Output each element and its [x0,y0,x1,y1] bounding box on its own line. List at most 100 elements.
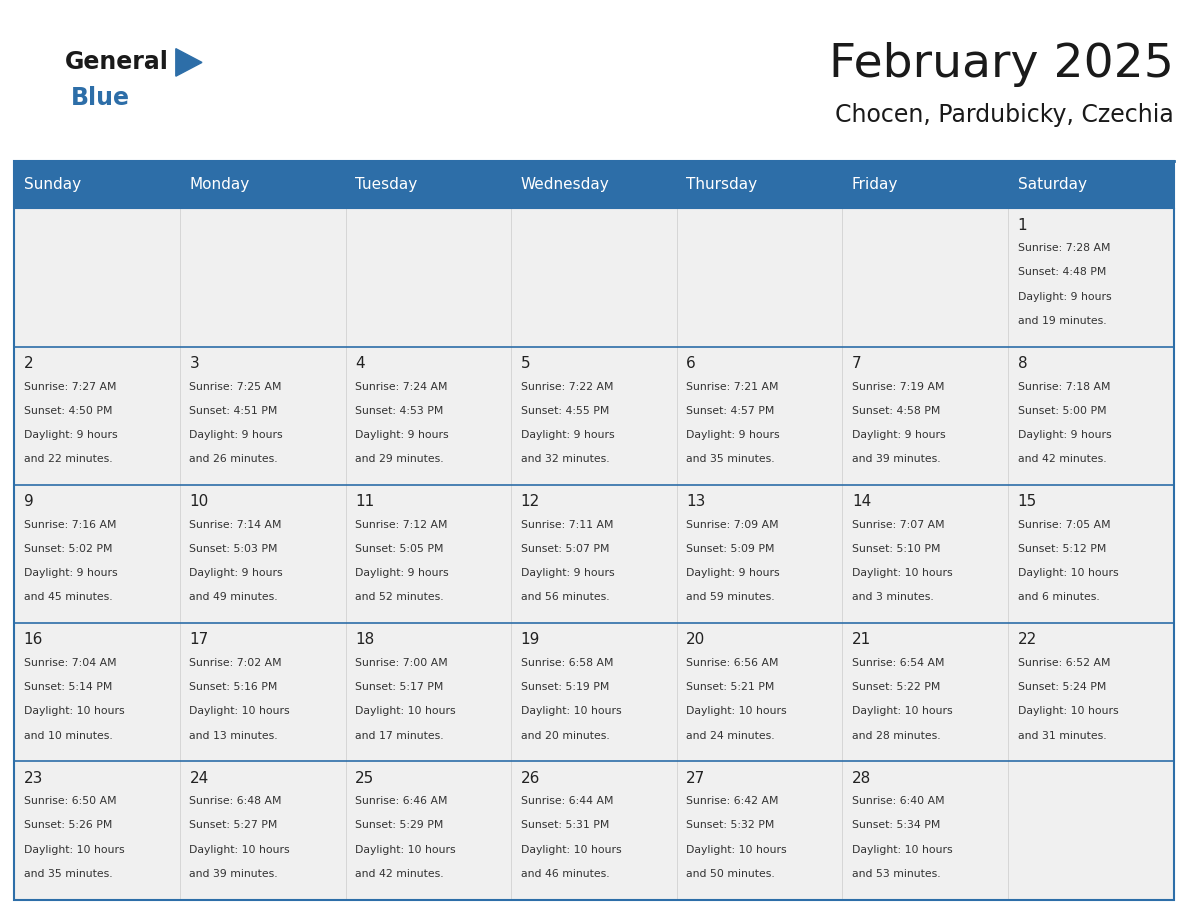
Text: and 59 minutes.: and 59 minutes. [687,592,775,602]
Text: Sunset: 5:05 PM: Sunset: 5:05 PM [355,544,443,554]
Bar [677,208,842,347]
Text: Sunrise: 7:19 AM: Sunrise: 7:19 AM [852,382,944,391]
Text: Sunrise: 7:27 AM: Sunrise: 7:27 AM [24,382,116,391]
Text: Sunrise: 6:48 AM: Sunrise: 6:48 AM [189,796,282,806]
Text: Daylight: 10 hours: Daylight: 10 hours [24,707,125,716]
Text: Sunrise: 6:56 AM: Sunrise: 6:56 AM [687,658,779,668]
Text: and 26 minutes.: and 26 minutes. [189,454,278,465]
Text: 24: 24 [189,770,209,786]
Text: Sunrise: 7:22 AM: Sunrise: 7:22 AM [520,382,613,391]
Text: 20: 20 [687,633,706,647]
Text: 16: 16 [24,633,43,647]
Bar [14,761,179,900]
Text: Daylight: 10 hours: Daylight: 10 hours [355,845,456,855]
Text: Sunset: 5:00 PM: Sunset: 5:00 PM [1018,406,1106,416]
Bar [1009,761,1174,900]
Text: Sunrise: 6:44 AM: Sunrise: 6:44 AM [520,796,613,806]
Text: Sunrise: 6:50 AM: Sunrise: 6:50 AM [24,796,116,806]
Text: Daylight: 9 hours: Daylight: 9 hours [520,430,614,440]
Text: Sunset: 5:29 PM: Sunset: 5:29 PM [355,821,443,831]
Text: and 3 minutes.: and 3 minutes. [852,592,934,602]
Text: Sunrise: 7:18 AM: Sunrise: 7:18 AM [1018,382,1110,391]
Text: 13: 13 [687,494,706,509]
Bar [511,623,677,761]
Text: Daylight: 9 hours: Daylight: 9 hours [520,568,614,578]
Text: 17: 17 [189,633,209,647]
Text: Sunset: 5:17 PM: Sunset: 5:17 PM [355,682,443,692]
Text: Daylight: 9 hours: Daylight: 9 hours [355,430,449,440]
Text: and 6 minutes.: and 6 minutes. [1018,592,1099,602]
Text: Sunset: 5:03 PM: Sunset: 5:03 PM [189,544,278,554]
Text: Sunset: 5:21 PM: Sunset: 5:21 PM [687,682,775,692]
Bar [346,208,511,347]
Text: 28: 28 [852,770,871,786]
Text: 21: 21 [852,633,871,647]
Text: and 31 minutes.: and 31 minutes. [1018,731,1106,741]
Text: 22: 22 [1018,633,1037,647]
Text: Sunset: 5:32 PM: Sunset: 5:32 PM [687,821,775,831]
Text: Sunrise: 7:00 AM: Sunrise: 7:00 AM [355,658,448,668]
Text: General: General [65,50,169,74]
Text: Sunrise: 7:09 AM: Sunrise: 7:09 AM [687,520,779,530]
Text: 10: 10 [189,494,209,509]
Text: Tuesday: Tuesday [355,177,417,192]
Text: and 42 minutes.: and 42 minutes. [1018,454,1106,465]
Bar [677,161,842,208]
Bar [14,623,179,761]
Text: Sunrise: 6:52 AM: Sunrise: 6:52 AM [1018,658,1110,668]
Text: Daylight: 10 hours: Daylight: 10 hours [1018,568,1118,578]
Text: 25: 25 [355,770,374,786]
Text: Sunset: 5:16 PM: Sunset: 5:16 PM [189,682,278,692]
Bar [1009,347,1174,485]
Text: 6: 6 [687,356,696,371]
Text: Daylight: 10 hours: Daylight: 10 hours [355,707,456,716]
Text: and 49 minutes.: and 49 minutes. [189,592,278,602]
Text: and 46 minutes.: and 46 minutes. [520,868,609,879]
Bar [14,208,179,347]
Bar [842,347,1009,485]
Text: Sunrise: 7:24 AM: Sunrise: 7:24 AM [355,382,448,391]
Text: 7: 7 [852,356,861,371]
Text: Sunrise: 7:02 AM: Sunrise: 7:02 AM [189,658,282,668]
Text: Sunset: 5:12 PM: Sunset: 5:12 PM [1018,544,1106,554]
Text: 26: 26 [520,770,541,786]
Text: Daylight: 9 hours: Daylight: 9 hours [24,568,118,578]
Text: 4: 4 [355,356,365,371]
Bar [346,485,511,623]
Text: Sunrise: 7:04 AM: Sunrise: 7:04 AM [24,658,116,668]
Text: Daylight: 10 hours: Daylight: 10 hours [852,568,953,578]
Bar [179,161,346,208]
Bar [1009,623,1174,761]
Text: and 39 minutes.: and 39 minutes. [189,868,278,879]
Text: Sunrise: 7:12 AM: Sunrise: 7:12 AM [355,520,448,530]
Text: Daylight: 9 hours: Daylight: 9 hours [24,430,118,440]
Text: Sunrise: 6:54 AM: Sunrise: 6:54 AM [852,658,944,668]
Bar [346,161,511,208]
Text: Thursday: Thursday [687,177,758,192]
Text: and 20 minutes.: and 20 minutes. [520,731,609,741]
Text: Daylight: 10 hours: Daylight: 10 hours [852,707,953,716]
Text: Sunset: 5:02 PM: Sunset: 5:02 PM [24,544,112,554]
Text: 11: 11 [355,494,374,509]
Text: Daylight: 10 hours: Daylight: 10 hours [852,845,953,855]
Text: Chocen, Pardubicky, Czechia: Chocen, Pardubicky, Czechia [835,103,1174,127]
Bar [677,761,842,900]
Text: Sunset: 4:53 PM: Sunset: 4:53 PM [355,406,443,416]
Text: Sunday: Sunday [24,177,81,192]
Text: 14: 14 [852,494,871,509]
Text: Sunrise: 7:05 AM: Sunrise: 7:05 AM [1018,520,1111,530]
Text: Daylight: 10 hours: Daylight: 10 hours [520,845,621,855]
Text: Sunset: 4:57 PM: Sunset: 4:57 PM [687,406,775,416]
Bar [346,761,511,900]
Text: Daylight: 9 hours: Daylight: 9 hours [687,430,781,440]
Text: Sunset: 5:22 PM: Sunset: 5:22 PM [852,682,941,692]
Bar [842,485,1009,623]
Text: Sunrise: 6:40 AM: Sunrise: 6:40 AM [852,796,944,806]
Text: Sunrise: 6:42 AM: Sunrise: 6:42 AM [687,796,779,806]
Text: and 50 minutes.: and 50 minutes. [687,868,775,879]
Text: Daylight: 10 hours: Daylight: 10 hours [189,845,290,855]
Text: and 52 minutes.: and 52 minutes. [355,592,443,602]
Text: 23: 23 [24,770,43,786]
Bar [14,161,179,208]
Bar [179,485,346,623]
